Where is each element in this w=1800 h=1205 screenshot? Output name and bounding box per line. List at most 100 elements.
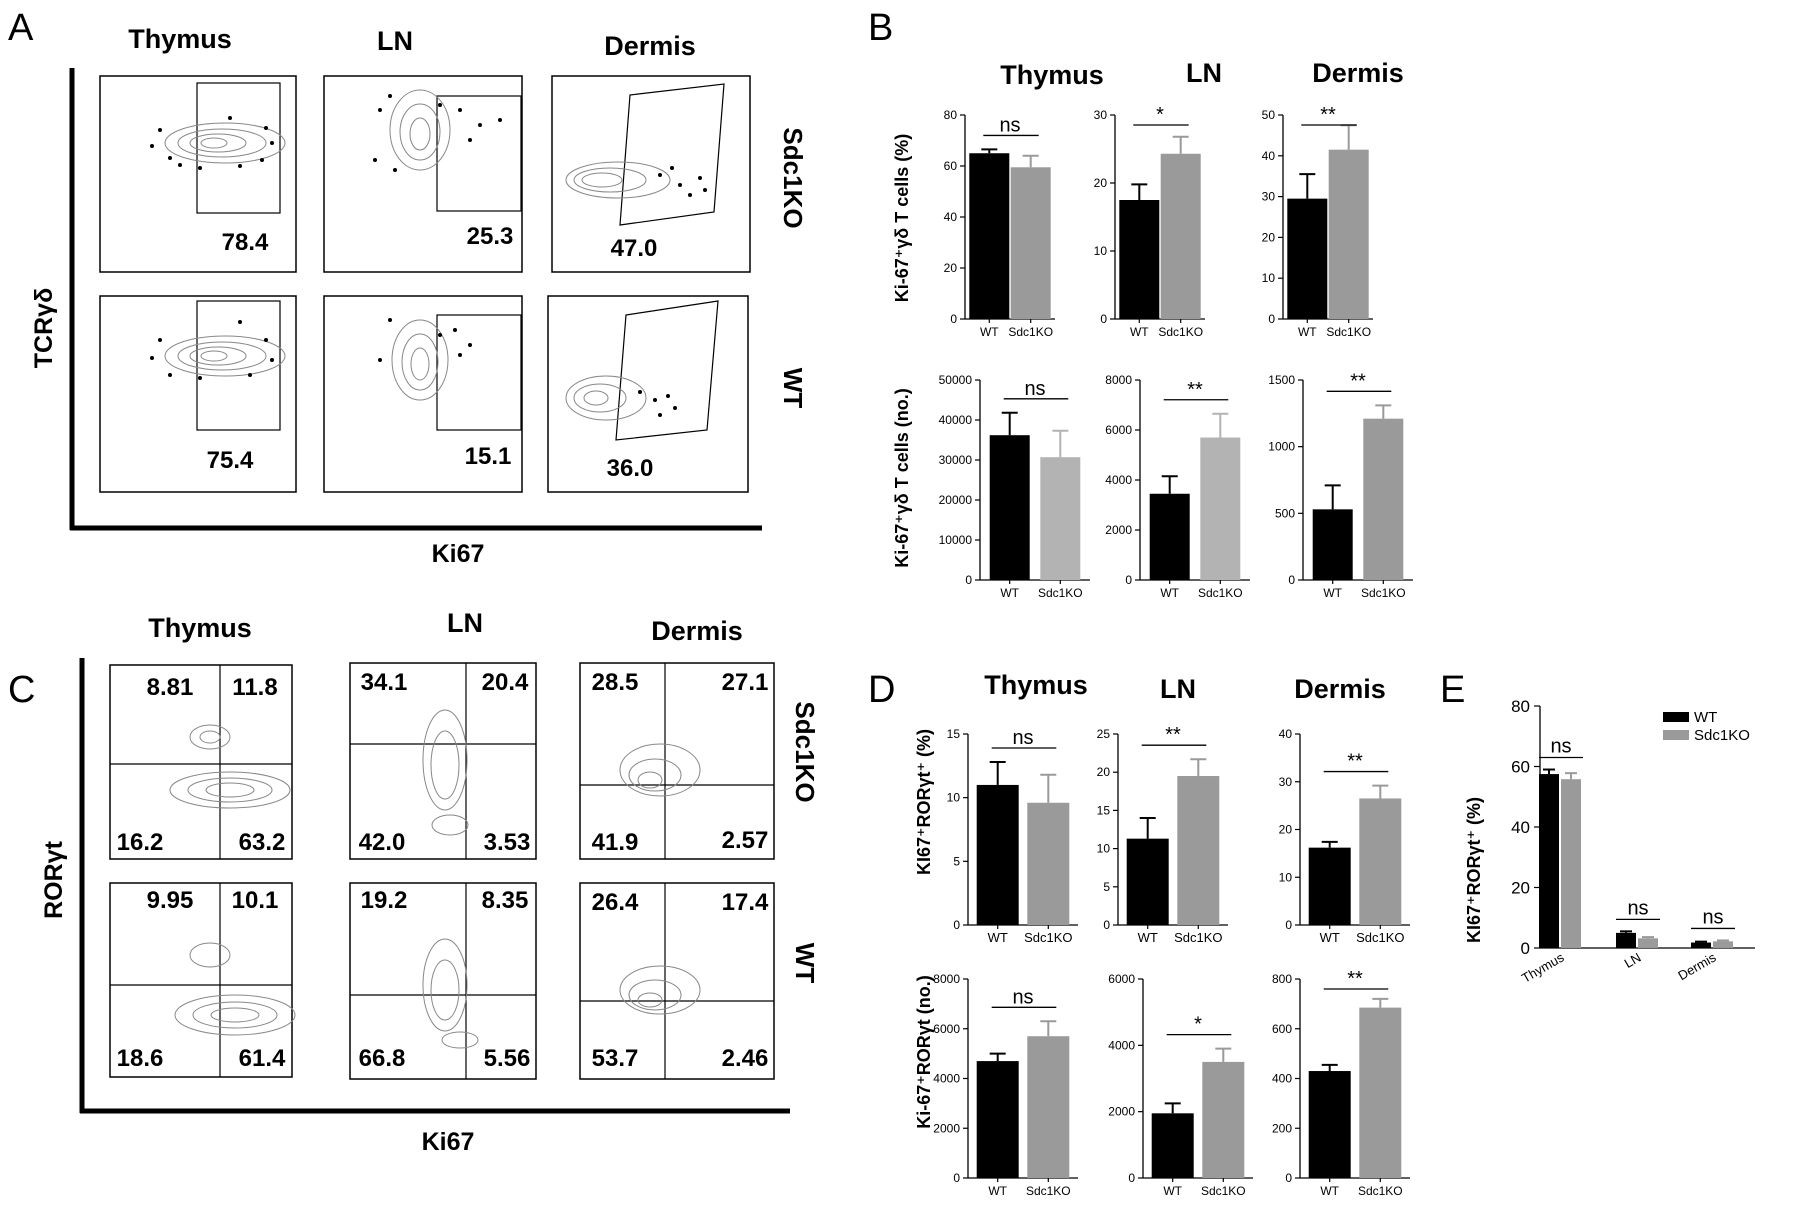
category-label-D-percent-ln-0: WT	[1138, 930, 1158, 945]
category-label-E-2: Dermis	[1675, 949, 1719, 983]
panel-c-title-thymus: Thymus	[148, 613, 252, 643]
sig-label-E-2: ns	[1702, 906, 1723, 928]
tick-label-D-percent-thymus-1: 5	[953, 854, 960, 868]
bar-E-dermis-sdc1ko	[1713, 941, 1733, 948]
panel-c-title-dermis: Dermis	[651, 616, 743, 646]
bar-D-number-thymus-wt	[976, 1061, 1019, 1178]
quad-c-dermis-sdc1ko-ll: 41.9	[592, 829, 639, 856]
tick-label-B-percent-0: 0	[950, 312, 957, 326]
gate-a-thymus-sdc1ko	[196, 82, 281, 214]
tick-label-D-number-dermis-3: 600	[1272, 1022, 1292, 1036]
tick-label-D-number-dermis-0: 0	[1285, 1171, 1292, 1185]
quad-c-thymus-sdc1ko-ur: 11.8	[232, 674, 277, 701]
quad-c-ln-wt-ll: 66.8	[359, 1045, 406, 1072]
tick-label-B-number-ln-1: 2000	[1105, 523, 1132, 537]
tick-label-B-percent-dermis-3: 30	[1262, 190, 1276, 204]
tick-label-D-percent-ln-4: 20	[1097, 765, 1111, 779]
chart-D-percent-thymus: 0 5 10 15 WT Sdc1KO ns	[947, 727, 1078, 945]
chart-B-number-thymus: 0 10000 20000 30000 40000 50000 WT Sdc1KO ns	[939, 373, 1090, 600]
tick-label-B-number-ln-3: 6000	[1105, 423, 1132, 437]
tick-label-D-number-dermis-1: 200	[1272, 1121, 1292, 1135]
tick-label-D-number-ln-0: 0	[1128, 1171, 1135, 1185]
plot-c-thymus-sdc1ko	[109, 664, 293, 860]
panel-a-ylabel: TCRγδ	[30, 288, 58, 368]
panel-b-ylabel-percent: Ki-67⁺γδ T cells (%)	[892, 134, 912, 302]
gate-a-ln-wt	[436, 314, 522, 431]
panel-a-title-thymus: Thymus	[128, 24, 232, 54]
sig-label-B-number-dermis: **	[1350, 370, 1366, 392]
quad-c-ln-wt-lr: 5.56	[484, 1045, 531, 1072]
tick-label-D-percent-dermis-1: 10	[1279, 870, 1293, 884]
quad-c-ln-sdc1ko-ur: 20.4	[482, 669, 529, 696]
panel-c: Thymus LN Dermis RORγt Ki67 Sdc1KO WT	[40, 608, 820, 1156]
gate-a-dermis-wt-value: 36.0	[607, 455, 654, 482]
panel-b-title-thymus: Thymus	[1000, 60, 1104, 90]
gate-a-ln-sdc1ko	[436, 95, 522, 212]
sig-label-B-percent: ns	[999, 114, 1020, 136]
category-label-B-number-thymus-0: WT	[1000, 586, 1019, 600]
tick-label-D-percent-thymus-0: 0	[953, 918, 960, 932]
tick-label-B-number-thymus-5: 50000	[939, 373, 973, 387]
plot-c-thymus-wt	[109, 882, 293, 1078]
quad-c-thymus-wt-ll: 18.6	[117, 1045, 164, 1072]
panel-c-row-sdc1ko: Sdc1KO	[790, 701, 820, 802]
gate-a-dermis-sdc1ko	[619, 83, 725, 226]
quad-c-dermis-sdc1ko-lr: 2.57	[722, 827, 769, 854]
quad-c-dermis-wt-ur: 17.4	[722, 889, 769, 916]
category-label-D-percent-dermis-0: WT	[1320, 930, 1340, 945]
chart-D-number-ln: 0 2000 4000 6000 WT Sdc1KO *	[1108, 972, 1253, 1198]
tick-label-D-percent-dermis-4: 40	[1279, 727, 1293, 741]
sig-label-D-percent-thymus: ns	[1012, 727, 1033, 749]
sig-label-D-percent-dermis: **	[1347, 751, 1363, 773]
panel-letter-a: A	[8, 7, 34, 49]
category-label-D-number-dermis-1: Sdc1KO	[1358, 1184, 1403, 1198]
chart-B-number-dermis: 0 500 1000 1500 WT Sdc1KO **	[1268, 370, 1413, 600]
category-label-B-number-ln-1: Sdc1KO	[1198, 586, 1243, 600]
bar-D-number-dermis-sdc1ko	[1359, 1007, 1402, 1178]
sig-label-D-number-dermis: **	[1347, 968, 1363, 990]
tick-label-B-percent-3: 60	[944, 159, 958, 173]
category-label-E-1: LN	[1622, 950, 1644, 971]
legend-swatch-sdc1ko	[1663, 730, 1689, 740]
tick-label-D-percent-dermis-0: 0	[1285, 918, 1292, 932]
panel-d-title-ln: LN	[1160, 674, 1196, 704]
tick-label-E-4: 80	[1511, 697, 1530, 716]
tick-label-B-number-thymus-0: 0	[965, 573, 972, 587]
tick-label-D-number-thymus-2: 4000	[933, 1072, 960, 1086]
bar-D-number-dermis-wt	[1308, 1071, 1351, 1178]
panel-e-legend: WT Sdc1KO	[1663, 709, 1750, 744]
quad-c-dermis-sdc1ko-ul: 28.5	[592, 669, 639, 696]
tick-label-D-number-thymus-0: 0	[953, 1171, 960, 1185]
panel-a-row-wt: WT	[778, 368, 808, 409]
tick-label-D-number-thymus-3: 6000	[933, 1022, 960, 1036]
quad-c-thymus-wt-ul: 9.95	[147, 887, 194, 914]
quad-c-ln-sdc1ko-lr: 3.53	[484, 829, 531, 856]
plot-a-thymus-sdc1ko	[99, 75, 297, 273]
panel-letter-c: C	[8, 669, 35, 711]
bar-D-number-thymus-sdc1ko	[1027, 1036, 1070, 1178]
sig-label-D-number-ln: *	[1194, 1014, 1202, 1036]
tick-label-B-percent-dermis-0: 0	[1268, 312, 1275, 326]
tick-label-B-percent-dermis-5: 50	[1262, 108, 1276, 122]
gate-a-thymus-wt	[196, 300, 281, 431]
category-label-D-percent-thymus-1: Sdc1KO	[1024, 930, 1072, 945]
tick-label-B-number-thymus-2: 20000	[939, 493, 973, 507]
quad-c-thymus-sdc1ko-ll: 16.2	[117, 829, 164, 856]
bar-B-percent-dermis-wt	[1287, 198, 1328, 319]
panel-letter-e: E	[1440, 669, 1465, 711]
tick-label-E-0: 0	[1521, 939, 1530, 958]
gate-a-thymus-sdc1ko-value: 78.4	[222, 229, 269, 256]
sig-label-D-number-thymus: ns	[1012, 986, 1033, 1008]
bar-D-percent-thymus-wt	[976, 784, 1019, 925]
panel-letter-b: B	[868, 7, 893, 49]
tick-label-D-number-ln-1: 2000	[1108, 1105, 1135, 1119]
gate-a-thymus-wt-value: 75.4	[207, 447, 254, 474]
panel-a-title-ln: LN	[377, 26, 413, 56]
tick-label-D-number-thymus-1: 2000	[933, 1121, 960, 1135]
panel-a-title-dermis: Dermis	[604, 31, 696, 61]
tick-label-B-percent-ln-3: 30	[1094, 108, 1108, 122]
plot-c-dermis-sdc1ko	[579, 662, 775, 860]
category-label-D-number-thymus-1: Sdc1KO	[1026, 1184, 1071, 1198]
legend-label-wt: WT	[1694, 709, 1717, 726]
quad-c-ln-wt-ul: 19.2	[361, 887, 408, 914]
